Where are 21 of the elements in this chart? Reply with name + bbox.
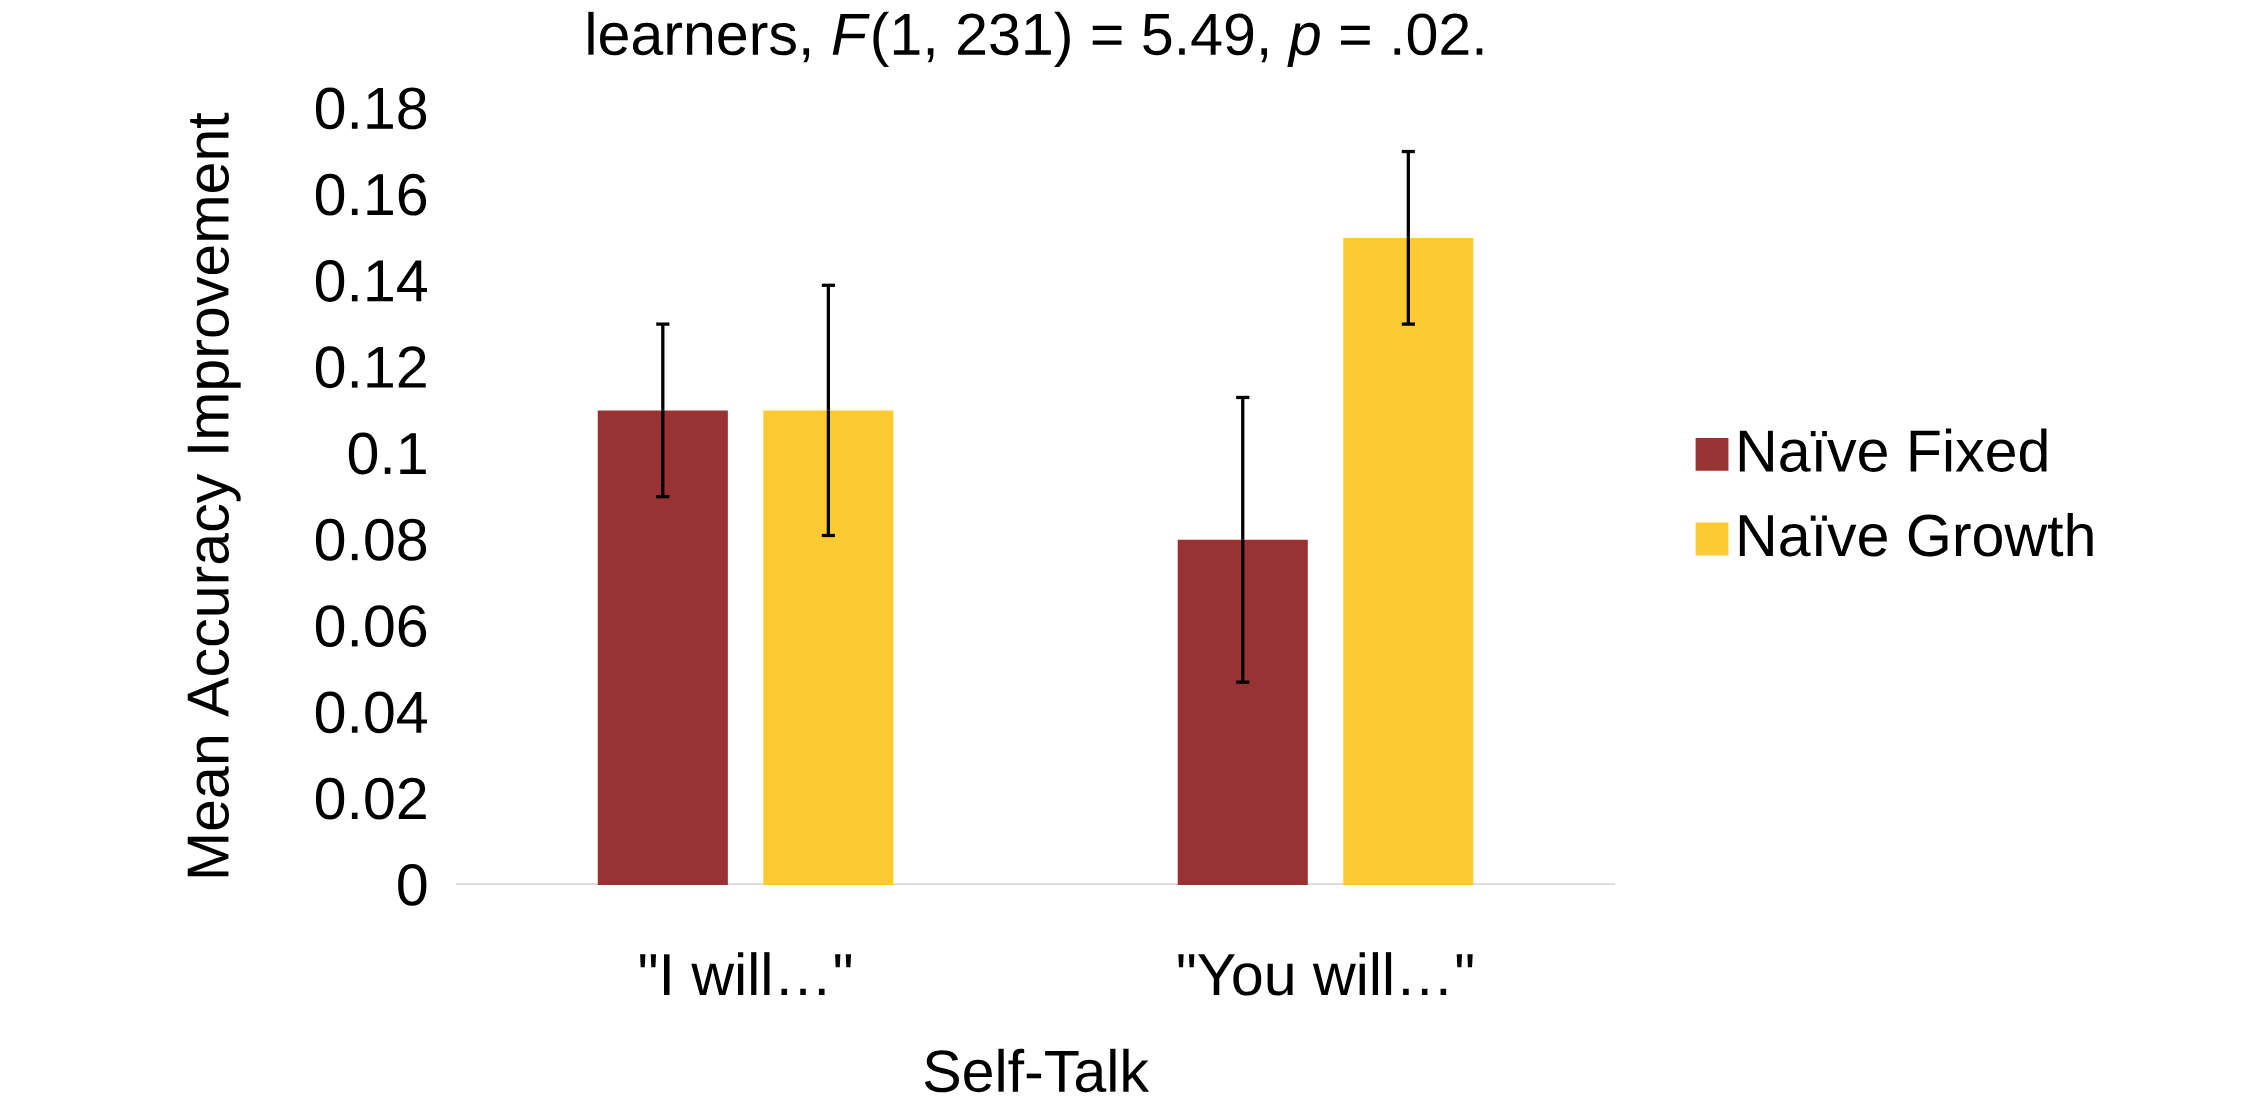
y-tick-label: 0.08 (315, 519, 427, 561)
x-tick-label: "You will…" (1178, 952, 1473, 996)
y-tick-label: 0 (398, 864, 427, 907)
legend-label: Naïve Growth (1739, 513, 2093, 557)
y-tick-label: 0.02 (315, 777, 426, 820)
y-tick-label: 0.06 (315, 605, 427, 648)
bar (763, 410, 894, 886)
x-axis-title: Self-Talk (924, 1048, 1150, 1093)
bar (597, 410, 728, 886)
bar (1177, 540, 1308, 886)
y-tick-label: 0.1 (348, 432, 426, 475)
y-tick-label: 0.16 (315, 173, 427, 216)
y-axis-title: Mean Accuracy Improvement (187, 112, 241, 877)
chart-title: learners, F(1, 231) = 5.49, p = .02. (588, 12, 1483, 68)
y-tick-label: 0.04 (315, 691, 427, 734)
y-tick-label: 0.12 (315, 346, 426, 389)
y-tick-label: 0.18 (315, 87, 427, 130)
x-tick-label: "I will…" (640, 952, 852, 996)
bar (1343, 238, 1474, 886)
y-tick-label: 0.14 (315, 260, 427, 303)
legend-label: Naïve Fixed (1739, 428, 2047, 473)
